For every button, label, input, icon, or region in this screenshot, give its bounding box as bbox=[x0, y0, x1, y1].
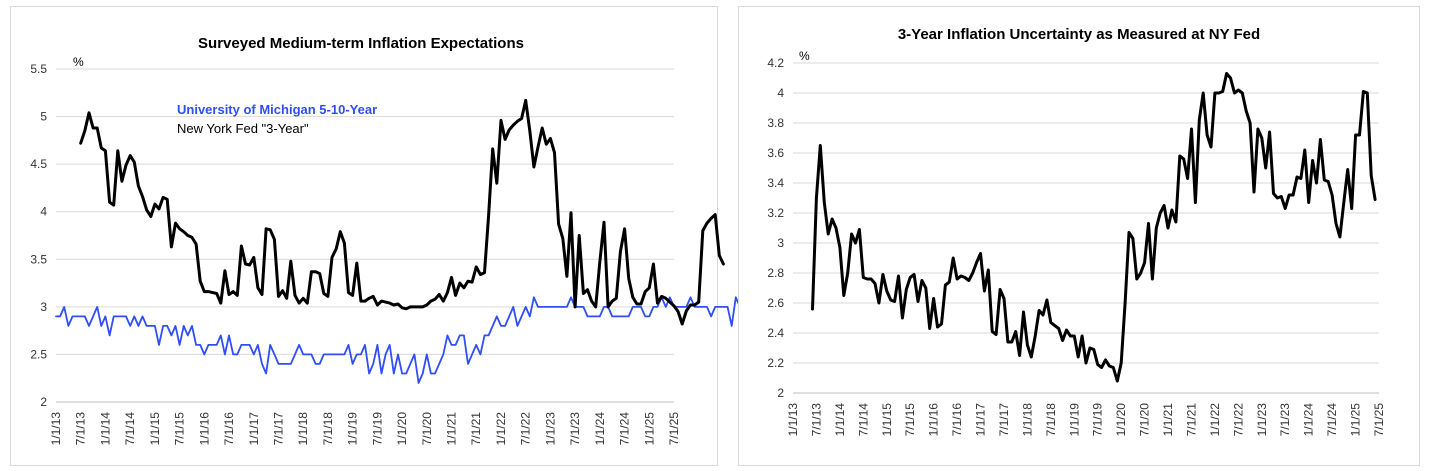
x-tick-label: 7/1/19 bbox=[1091, 403, 1105, 437]
x-tick-label: 7/1/16 bbox=[222, 412, 236, 446]
chart-title: Surveyed Medium-term Inflation Expectati… bbox=[198, 35, 524, 52]
x-tick-label: 7/1/21 bbox=[1184, 403, 1198, 437]
x-tick-label: 7/1/25 bbox=[1372, 403, 1386, 437]
chart-panel-inflation-uncertainty: 3-Year Inflation Uncertainty as Measured… bbox=[738, 6, 1420, 466]
x-tick-label: 1/1/21 bbox=[1161, 403, 1175, 437]
x-tick-label: 1/1/17 bbox=[247, 412, 261, 446]
y-tick-label: 2.6 bbox=[767, 296, 784, 310]
y-tick-label: 2.5 bbox=[30, 347, 47, 361]
y-tick-label: 3.5 bbox=[30, 252, 47, 266]
x-tick-label: 7/1/17 bbox=[997, 403, 1011, 437]
x-tick-label: 1/1/22 bbox=[1208, 403, 1222, 437]
series-line-2 bbox=[79, 98, 725, 326]
x-tick-label: 1/1/14 bbox=[98, 412, 112, 446]
y-tick-label: 2 bbox=[777, 386, 784, 400]
x-tick-label: 7/1/25 bbox=[667, 412, 681, 446]
x-tick-label: 1/1/14 bbox=[833, 403, 847, 437]
y-tick-label: 5.5 bbox=[30, 62, 47, 76]
x-tick-label: 7/1/13 bbox=[809, 403, 823, 437]
y-tick-label: 3.2 bbox=[767, 206, 784, 220]
y-tick-label: 2.2 bbox=[767, 356, 784, 370]
x-tick-label: 7/1/23 bbox=[568, 412, 582, 446]
x-tick-label: 1/1/16 bbox=[927, 403, 941, 437]
x-tick-label: 1/1/15 bbox=[148, 412, 162, 446]
x-tick-label: 7/1/14 bbox=[856, 403, 870, 437]
x-tick-label: 7/1/24 bbox=[1325, 403, 1339, 437]
x-tick-label: 1/1/23 bbox=[1255, 403, 1269, 437]
x-tick-label: 1/1/17 bbox=[974, 403, 988, 437]
y-tick-label: 3.4 bbox=[767, 176, 784, 190]
y-tick-label: 4.5 bbox=[30, 157, 47, 171]
y-tick-label: 5 bbox=[40, 110, 47, 124]
y-tick-label: 4 bbox=[40, 205, 47, 219]
y-tick-label: 2.4 bbox=[767, 326, 784, 340]
y-axis-unit-label: % bbox=[73, 55, 84, 69]
chart-panel-inflation-expectations: Surveyed Medium-term Inflation Expectati… bbox=[10, 6, 910, 466]
x-tick-label: 7/1/22 bbox=[1231, 403, 1245, 437]
y-tick-label: 3.8 bbox=[767, 116, 784, 130]
y-tick-label: 3 bbox=[40, 300, 47, 314]
x-tick-label: 7/1/23 bbox=[1278, 403, 1292, 437]
x-tick-label: 1/1/18 bbox=[1020, 403, 1034, 437]
legend-entry: New York Fed "3-Year" bbox=[177, 121, 309, 136]
x-tick-label: 7/1/18 bbox=[321, 412, 335, 446]
y-tick-label: 4.2 bbox=[767, 56, 784, 70]
y-tick-label: 2.8 bbox=[767, 266, 784, 280]
series-line-1 bbox=[811, 72, 1377, 383]
y-tick-label: 3 bbox=[777, 236, 784, 250]
x-tick-label: 1/1/19 bbox=[1067, 403, 1081, 437]
x-tick-label: 1/1/15 bbox=[880, 403, 894, 437]
x-tick-label: 7/1/15 bbox=[173, 412, 187, 446]
x-tick-label: 1/1/20 bbox=[395, 412, 409, 446]
x-tick-label: 7/1/24 bbox=[618, 412, 632, 446]
x-tick-label: 1/1/22 bbox=[494, 412, 508, 446]
x-tick-label: 1/1/24 bbox=[593, 412, 607, 446]
x-tick-label: 7/1/13 bbox=[74, 412, 88, 446]
x-tick-label: 7/1/16 bbox=[950, 403, 964, 437]
x-tick-label: 7/1/19 bbox=[370, 412, 384, 446]
x-tick-label: 1/1/24 bbox=[1302, 403, 1316, 437]
y-axis-unit-label: % bbox=[799, 49, 810, 63]
chart-inflation-uncertainty: 3-Year Inflation Uncertainty as Measured… bbox=[767, 26, 1386, 437]
x-tick-label: 1/1/18 bbox=[296, 412, 310, 446]
x-tick-label: 7/1/20 bbox=[1138, 403, 1152, 437]
x-tick-label: 1/1/19 bbox=[346, 412, 360, 446]
x-tick-label: 1/1/21 bbox=[445, 412, 459, 446]
x-tick-label: 7/1/20 bbox=[420, 412, 434, 446]
legend-entry: University of Michigan 5-10-Year bbox=[177, 102, 377, 117]
x-tick-label: 1/1/13 bbox=[786, 403, 800, 437]
x-tick-label: 7/1/21 bbox=[469, 412, 483, 446]
chart-title: 3-Year Inflation Uncertainty as Measured… bbox=[898, 26, 1260, 43]
x-tick-label: 7/1/22 bbox=[519, 412, 533, 446]
y-tick-label: 3.6 bbox=[767, 146, 784, 160]
y-tick-label: 2 bbox=[40, 395, 47, 409]
x-tick-label: 7/1/15 bbox=[903, 403, 917, 437]
x-tick-label: 1/1/23 bbox=[543, 412, 557, 446]
x-tick-label: 1/1/25 bbox=[1349, 403, 1363, 437]
x-tick-label: 1/1/16 bbox=[197, 412, 211, 446]
x-tick-label: 1/1/25 bbox=[642, 412, 656, 446]
x-tick-label: 7/1/17 bbox=[271, 412, 285, 446]
y-tick-label: 4 bbox=[777, 86, 784, 100]
x-tick-label: 1/1/13 bbox=[49, 412, 63, 446]
x-tick-label: 7/1/18 bbox=[1044, 403, 1058, 437]
x-tick-label: 1/1/20 bbox=[1114, 403, 1128, 437]
chart-inflation-expectations: Surveyed Medium-term Inflation Expectati… bbox=[30, 35, 910, 446]
x-tick-label: 7/1/14 bbox=[123, 412, 137, 446]
